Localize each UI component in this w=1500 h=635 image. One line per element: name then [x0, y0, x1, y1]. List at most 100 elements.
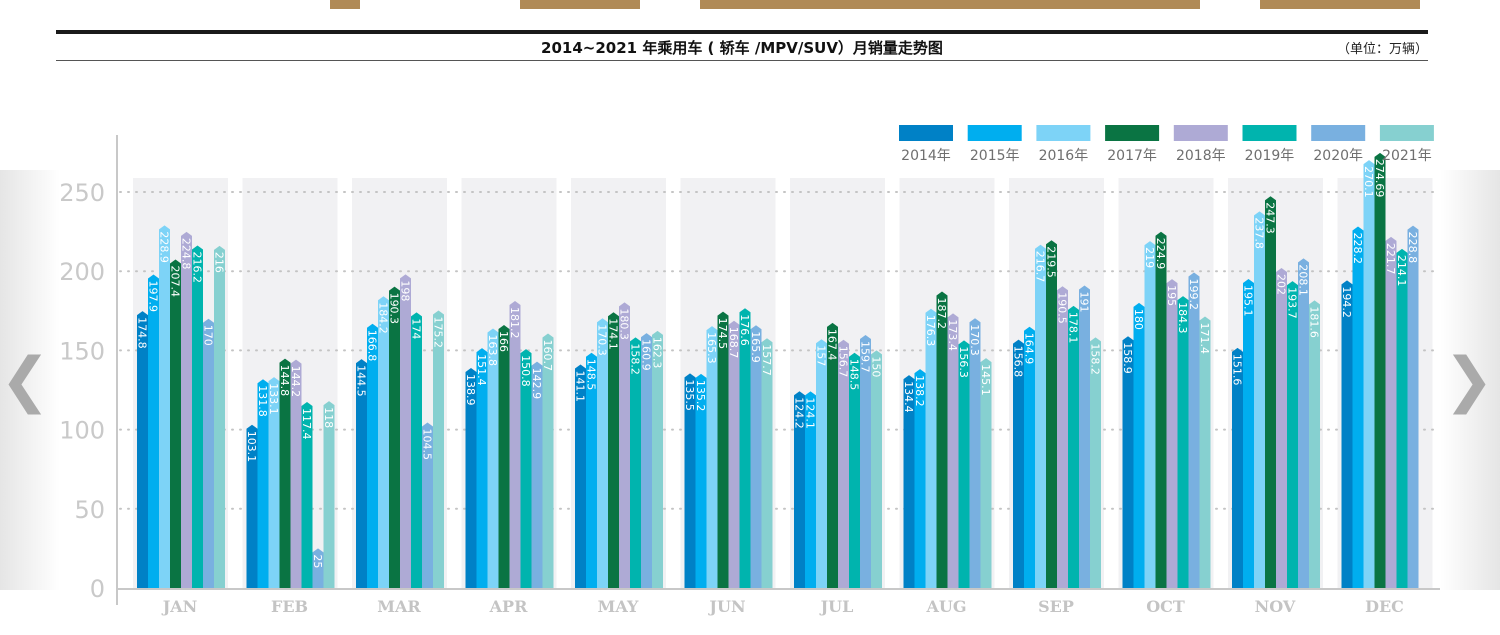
x-tick-label: JUN: [707, 597, 745, 616]
bar: [1254, 211, 1265, 588]
x-tick-label: APR: [489, 597, 528, 616]
bar: [761, 338, 773, 588]
x-tick-label: JAN: [161, 597, 198, 616]
bar-value-label: 207.4: [169, 265, 182, 297]
bar: [838, 339, 849, 588]
bar: [301, 402, 313, 588]
bar-value-label: 216.2: [191, 252, 204, 283]
bar: [706, 326, 718, 588]
bar-value-label: 159.7: [859, 341, 872, 373]
x-tick-label: SEP: [1038, 597, 1074, 616]
y-tick-label: 0: [90, 575, 105, 603]
legend-label: 2016年: [1039, 148, 1089, 164]
bar: [1068, 305, 1079, 588]
bar: [1144, 241, 1156, 588]
bar: [1276, 268, 1287, 588]
bar: [1287, 281, 1298, 588]
y-tick-label: 200: [59, 258, 105, 286]
right-shadow: [1440, 170, 1500, 590]
bar: [630, 337, 641, 588]
bar: [1166, 279, 1178, 588]
chevron-right-icon[interactable]: ❯: [1443, 345, 1494, 415]
bar: [1265, 196, 1276, 588]
bar-value-label: 164.9: [1023, 333, 1036, 365]
bar: [1341, 280, 1353, 588]
bar: [750, 325, 762, 588]
bar: [531, 361, 543, 588]
bar-value-label: 228.8: [1406, 232, 1419, 264]
bar: [356, 359, 367, 588]
bar: [1057, 286, 1068, 588]
bar: [192, 245, 203, 589]
bar-value-label: 165.3: [705, 332, 718, 364]
bar: [1035, 244, 1046, 588]
bar: [1188, 272, 1200, 588]
bar: [936, 291, 948, 588]
bar-value-label: 160.7: [541, 339, 554, 371]
bar-value-label: 148.5: [585, 359, 598, 391]
bar-value-label: 165.9: [749, 331, 762, 363]
bar: [958, 340, 970, 588]
bar: [542, 333, 554, 588]
x-tick-label: OCT: [1146, 597, 1185, 616]
bar-value-label: 104.5: [421, 428, 434, 460]
bar-value-label: 181.6: [1308, 306, 1321, 338]
bar: [925, 308, 937, 588]
bar-value-label: 175.2: [432, 316, 445, 348]
bar: [739, 308, 751, 588]
bar: [575, 364, 586, 588]
legend-swatch: [899, 125, 953, 141]
legend-swatch: [1105, 125, 1160, 141]
bar: [279, 358, 291, 588]
bar: [619, 302, 630, 588]
bar-value-label: 124.2: [793, 397, 806, 429]
banner-title-fragment: [520, 0, 640, 9]
bar: [1385, 236, 1397, 588]
bar: [378, 296, 389, 588]
bar: [367, 323, 378, 588]
bar-value-label: 224.8: [180, 238, 193, 270]
legend-swatch: [1036, 125, 1091, 141]
bar-value-label: 178.1: [1067, 312, 1080, 344]
bar-value-label: 219.5: [1045, 246, 1058, 278]
bar: [805, 391, 816, 588]
bar-value-label: 180.3: [618, 308, 631, 340]
x-tick-label: DEC: [1365, 597, 1404, 616]
bar-value-label: 191: [1078, 291, 1091, 312]
bar-value-label: 187.2: [935, 297, 948, 329]
bar-value-label: 156.8: [1012, 346, 1025, 378]
bar: [903, 375, 915, 588]
y-tick-label: 250: [59, 179, 105, 207]
bar-value-label: 135.5: [683, 379, 696, 411]
bar-value-label: 184.2: [377, 302, 390, 334]
bar-value-label: 202: [1275, 274, 1288, 295]
legend-label: 2018年: [1176, 148, 1226, 164]
bar-value-label: 173.4: [946, 319, 959, 351]
bar: [849, 352, 860, 588]
bar-value-label: 151.4: [475, 354, 488, 386]
bar-value-label: 144.5: [355, 365, 368, 397]
bar: [684, 373, 696, 588]
bar-value-label: 150: [870, 356, 883, 377]
bar-value-label: 118: [322, 407, 335, 428]
x-tick-label: MAR: [377, 597, 421, 616]
bar: [597, 318, 608, 588]
bar: [586, 352, 597, 588]
bar: [1177, 296, 1189, 588]
bar-value-label: 190.3: [388, 293, 401, 325]
banner-title-fragment: [1260, 0, 1420, 9]
legend-swatch: [1311, 125, 1366, 141]
bar-value-label: 219: [1143, 247, 1156, 268]
bar: [1199, 316, 1211, 588]
bar-value-label: 148.5: [848, 359, 861, 391]
bar: [422, 422, 433, 588]
bar-value-label: 144.8: [278, 365, 291, 397]
x-tick-label: NOV: [1255, 597, 1296, 616]
bar-value-label: 131.8: [256, 385, 269, 417]
bar-value-label: 193.7: [1286, 287, 1299, 319]
chevron-left-icon[interactable]: ❮: [0, 345, 51, 415]
bar-value-label: 158.2: [1089, 343, 1102, 375]
bar-value-label: 156.3: [957, 346, 970, 378]
bar: [641, 333, 652, 588]
bar: [268, 377, 280, 588]
